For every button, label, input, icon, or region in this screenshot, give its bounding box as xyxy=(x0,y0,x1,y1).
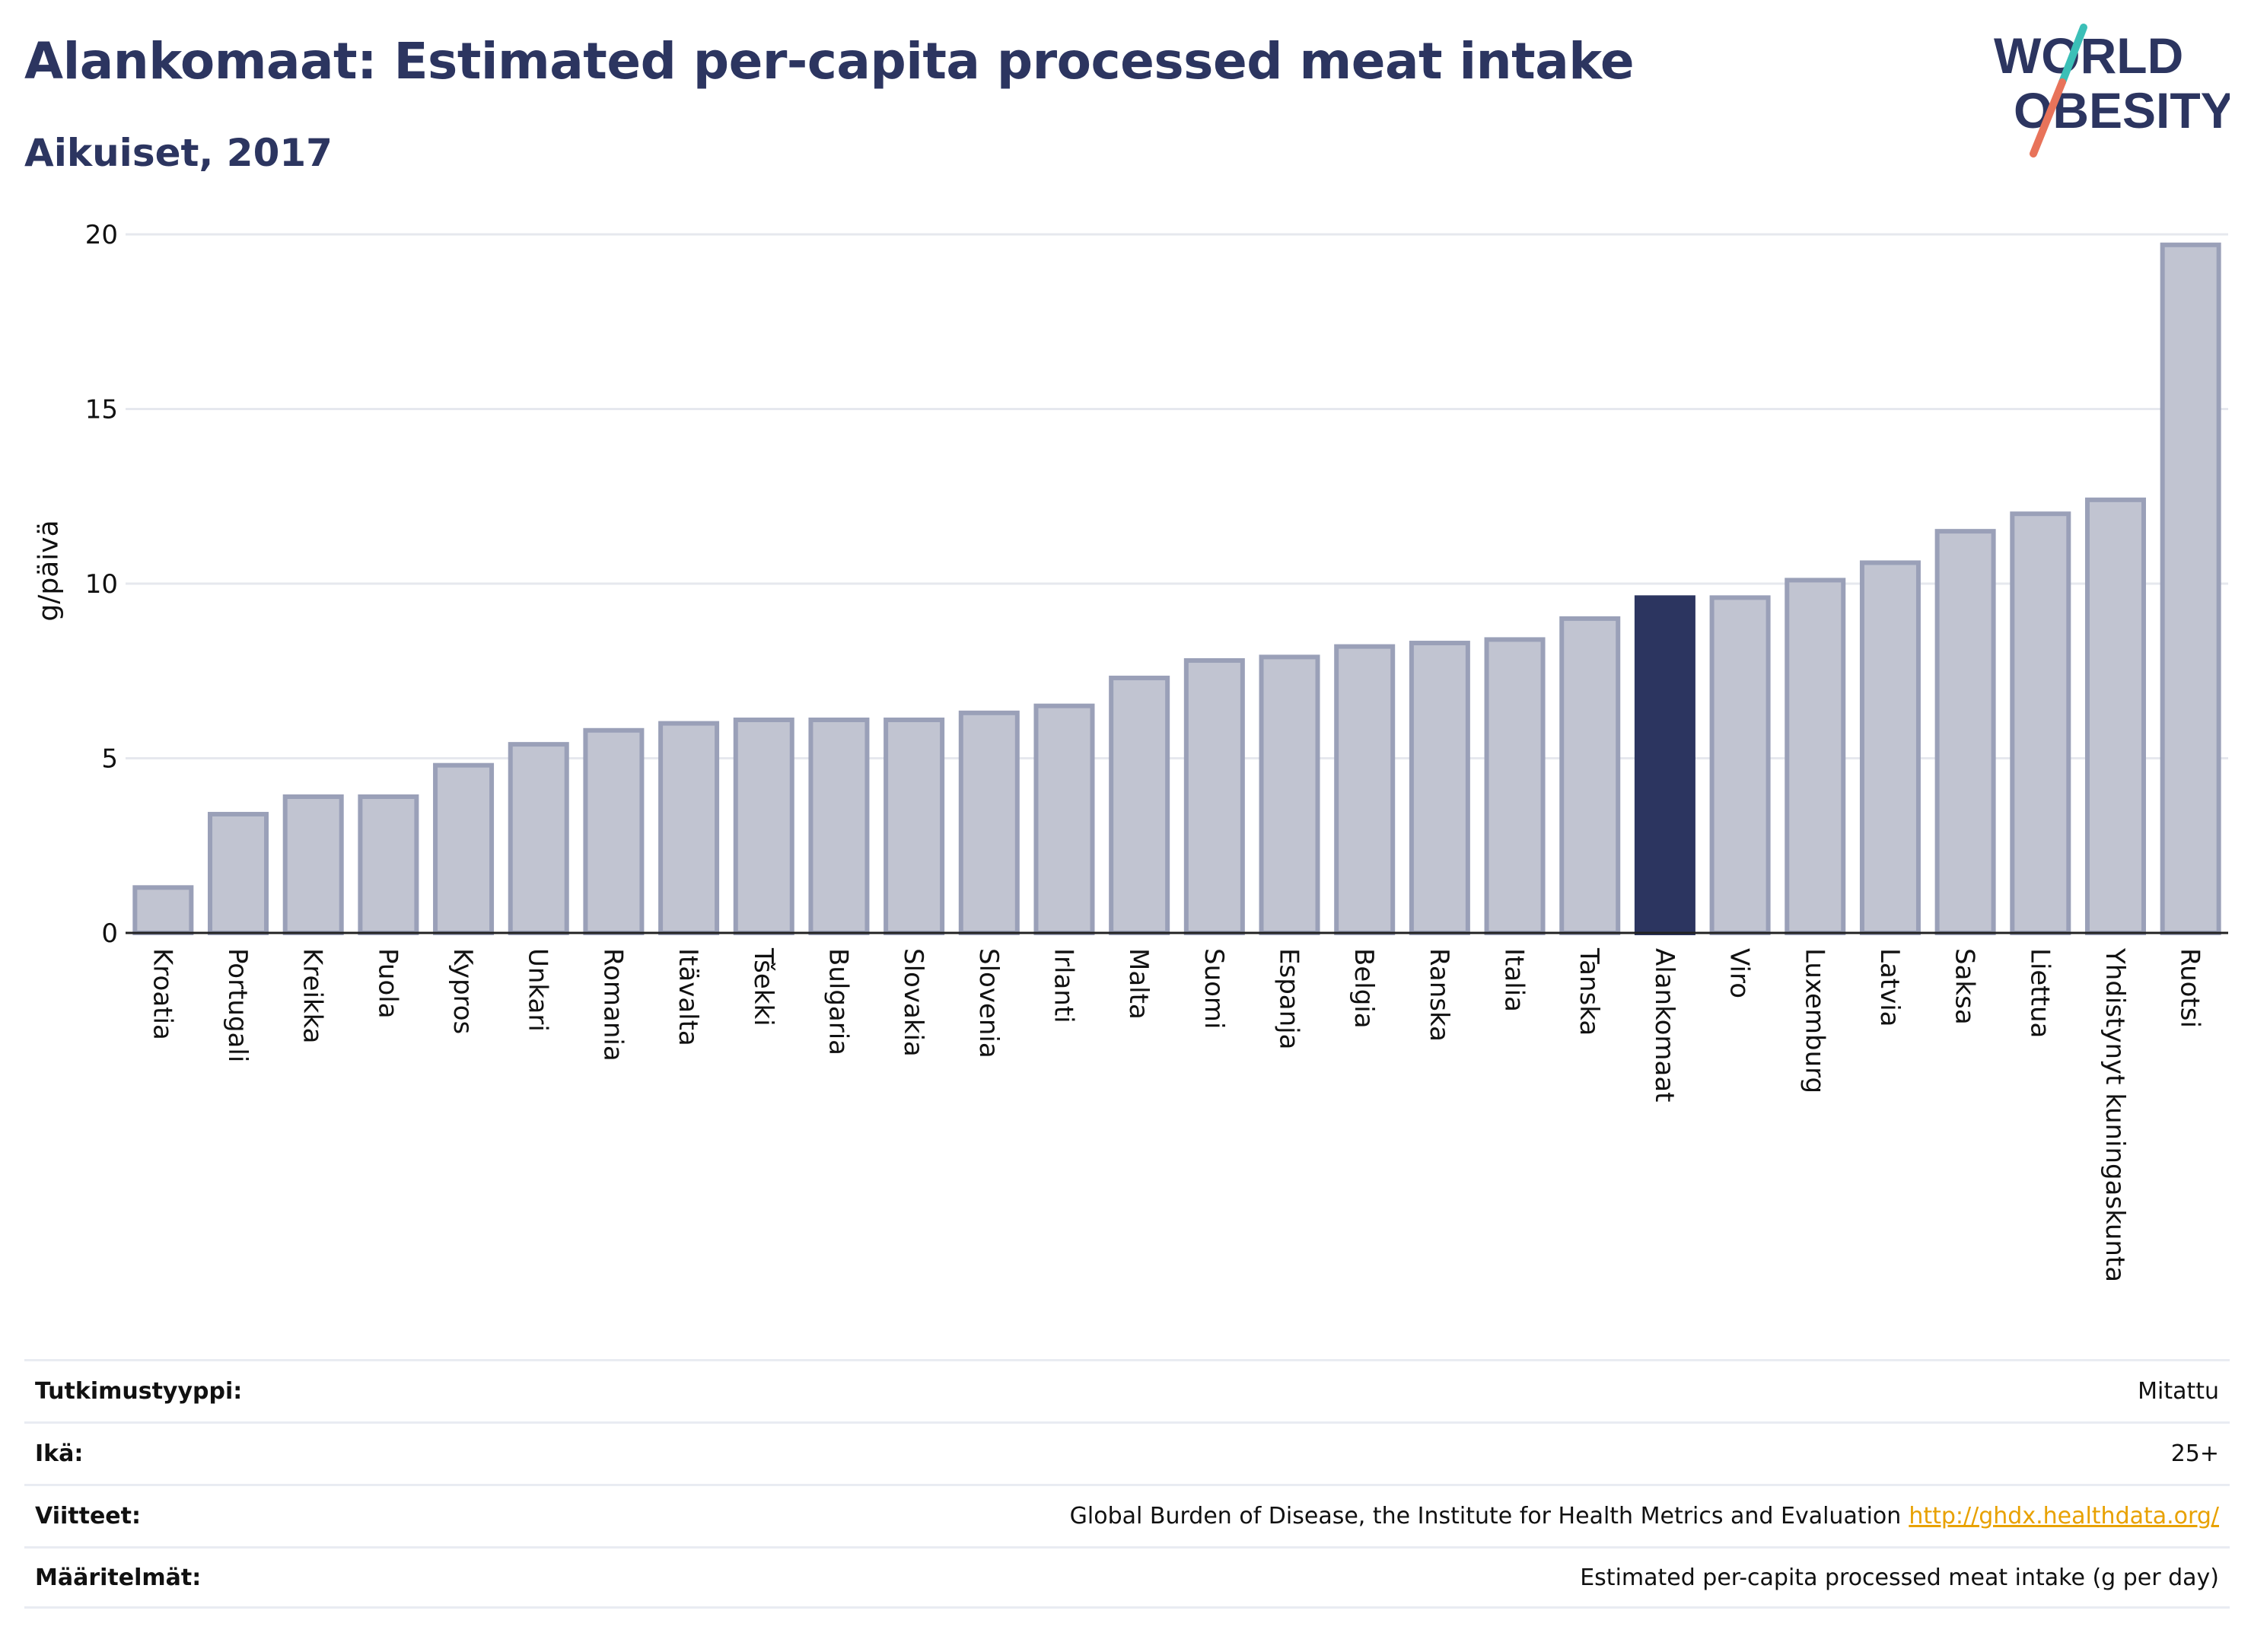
chart-title: Alankomaat: Estimated per-capita process… xyxy=(24,32,1635,91)
reference-text: Global Burden of Disease, the Institute … xyxy=(1069,1503,1902,1529)
info-value: 25+ xyxy=(2170,1440,2219,1467)
x-tick-label: Italia xyxy=(1499,948,1530,1012)
x-tick-label: Tšekki xyxy=(748,947,778,1027)
bar-latvia xyxy=(1859,560,1921,936)
x-tick-label: Yhdistynyt kuningaskunta xyxy=(2100,947,2130,1282)
bar-romania xyxy=(583,727,645,936)
bar-viro xyxy=(1709,595,1771,935)
bar-kypros xyxy=(433,762,495,935)
bar-malta xyxy=(1109,675,1170,935)
bar-yhdistynyt-kuningaskunta xyxy=(2084,497,2146,935)
bar-ranska xyxy=(1409,641,1470,936)
x-tick-label: Saksa xyxy=(1950,948,1980,1025)
bar-chart: 0 5 10 15 20 Kroatia Portugali Kreikka Puola Kyp… xyxy=(85,220,2228,1282)
x-tick-label: Kreikka xyxy=(298,948,328,1044)
x-tick-label: Kypros xyxy=(447,948,478,1034)
info-label: Viitteet: xyxy=(35,1503,141,1529)
x-tick-label: Puola xyxy=(372,948,403,1019)
x-tick-label: Liettua xyxy=(2024,948,2055,1038)
bar-tanska xyxy=(1559,616,1621,936)
info-table: Tutkimustyyppi: Mitattu Ikä: 25+ Viittee… xyxy=(24,1359,2230,1609)
bar-slovakia xyxy=(884,718,945,935)
bar-kreikka xyxy=(282,794,344,935)
bar-alankomaat xyxy=(1634,595,1695,935)
logo-slash-coral xyxy=(2030,78,2066,158)
logo-slash-teal xyxy=(2058,24,2087,86)
x-tick-label: Luxemburg xyxy=(1799,948,1829,1093)
x-tick-label: Itävalta xyxy=(673,948,703,1046)
bar-luxemburg xyxy=(1785,578,1846,935)
bar-ruotsi xyxy=(2160,242,2221,935)
bar-portugali xyxy=(208,811,269,935)
bar-italia xyxy=(1484,637,1546,935)
x-tick-label: Romania xyxy=(597,948,628,1062)
x-tick-label: Latvia xyxy=(1874,948,1905,1027)
info-row-age: Ikä: 25+ xyxy=(24,1421,2230,1484)
bar-espanja xyxy=(1259,654,1320,935)
world-obesity-logo: WORLD OBESITY xyxy=(1994,24,2230,158)
bars xyxy=(126,242,2228,936)
info-value: Mitattu xyxy=(2138,1378,2219,1405)
chart-subtitle: Aikuiset, 2017 xyxy=(24,131,333,175)
bar-puola xyxy=(358,794,419,935)
info-value: Estimated per-capita processed meat inta… xyxy=(1580,1564,2219,1591)
bar-unkari xyxy=(508,742,569,936)
x-tick-label: Portugali xyxy=(222,948,253,1062)
bar-kroatia xyxy=(132,885,194,935)
x-tick-label: Ranska xyxy=(1424,948,1454,1042)
info-label: Tutkimustyyppi: xyxy=(35,1378,243,1405)
bar-bulgaria xyxy=(808,718,870,935)
reference-link[interactable]: http://ghdx.healthdata.org/ xyxy=(1909,1503,2219,1529)
info-row-study-type: Tutkimustyyppi: Mitattu xyxy=(24,1359,2230,1421)
x-tick-label: Ruotsi xyxy=(2175,948,2205,1028)
y-tick-label: 0 xyxy=(101,918,118,949)
y-tick-label: 20 xyxy=(85,220,118,250)
y-tick-label: 15 xyxy=(85,395,118,425)
bar-slovenia xyxy=(958,710,1020,936)
bar-belgia xyxy=(1334,644,1396,935)
bar-itävalta xyxy=(658,721,720,935)
x-tick-label: Belgia xyxy=(1348,948,1379,1029)
x-tick-label: Unkari xyxy=(523,948,553,1032)
x-tick-label: Suomi xyxy=(1199,948,1229,1030)
info-label: Ikä: xyxy=(35,1440,84,1467)
y-tick-label: 10 xyxy=(85,569,118,600)
x-tick-label: Bulgaria xyxy=(823,948,853,1055)
logo-text-world: WORLD xyxy=(1994,27,2183,84)
x-tick-label: Espanja xyxy=(1274,948,1304,1049)
y-axis-label: g/päivä xyxy=(33,520,65,622)
y-tick-labels: 0 5 10 15 20 xyxy=(85,220,118,949)
y-tick-label: 5 xyxy=(101,744,118,775)
x-tick-label: Tanska xyxy=(1574,947,1604,1036)
x-tick-label: Irlanti xyxy=(1048,948,1078,1023)
info-row-definitions: Määritelmät: Estimated per-capita proces… xyxy=(24,1546,2230,1609)
x-tick-label: Kroatia xyxy=(147,948,177,1040)
info-row-references: Viitteet: Global Burden of Disease, the … xyxy=(24,1484,2230,1546)
info-label: Määritelmät: xyxy=(35,1564,202,1591)
x-tick-label: Alankomaat xyxy=(1649,948,1679,1103)
x-tick-label: Malta xyxy=(1123,948,1154,1020)
x-tick-labels: Kroatia Portugali Kreikka Puola Kypros Unkari… xyxy=(147,947,2205,1282)
bar-suomi xyxy=(1183,657,1245,935)
x-tick-label: Viro xyxy=(1724,948,1755,998)
x-tick-label: Slovakia xyxy=(898,948,928,1057)
info-value-references: Global Burden of Disease, the Institute … xyxy=(1070,1503,2219,1529)
bar-saksa xyxy=(1934,529,1996,935)
bar-tšekki xyxy=(733,718,794,935)
x-tick-label: Slovenia xyxy=(973,948,1004,1058)
bar-liettua xyxy=(2010,511,2071,935)
bar-irlanti xyxy=(1033,703,1095,936)
